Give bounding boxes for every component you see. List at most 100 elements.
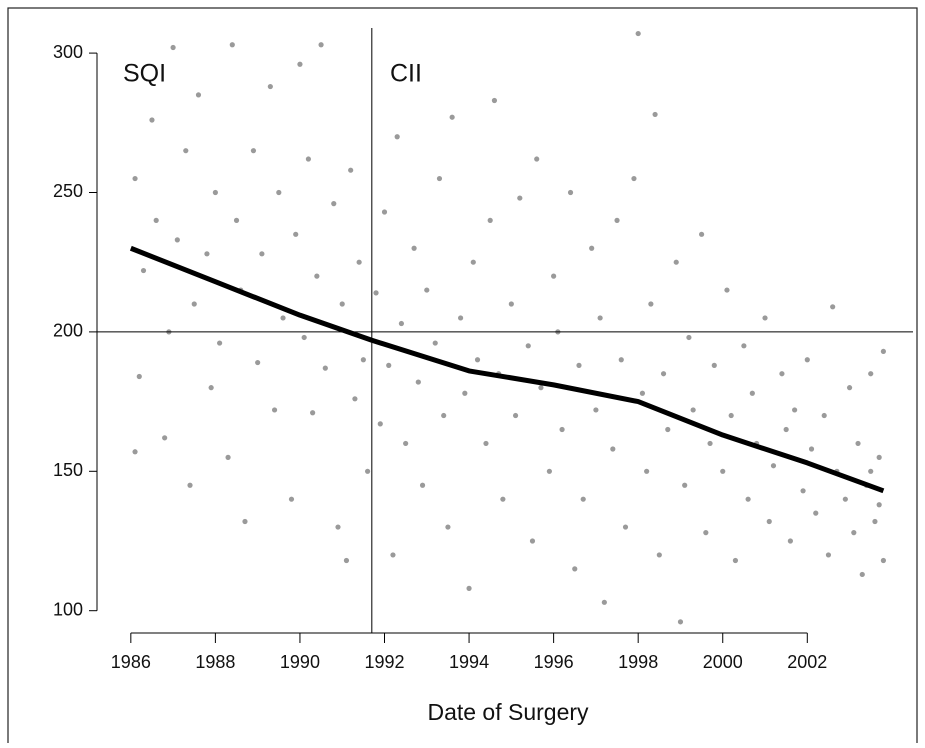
data-point (432, 340, 438, 346)
data-point (470, 259, 476, 265)
x-tick-label: 1996 (534, 652, 574, 672)
data-point (187, 482, 193, 488)
data-point (170, 44, 176, 51)
data-point (500, 496, 506, 502)
data-point (880, 557, 887, 564)
data-point (512, 412, 519, 419)
data-point (580, 496, 586, 502)
data-point (648, 301, 654, 307)
data-point (377, 421, 383, 427)
annotation: SQI (123, 60, 166, 88)
data-point (572, 566, 578, 572)
data-point (441, 412, 447, 419)
y-tick-label: 200 (53, 321, 83, 341)
data-point (880, 348, 887, 355)
data-point (267, 83, 273, 90)
data-point (800, 488, 806, 494)
data-point (745, 496, 751, 502)
data-point (335, 524, 341, 530)
data-point (233, 217, 240, 223)
data-point (483, 440, 489, 447)
data-point (183, 148, 189, 154)
data-point (360, 357, 366, 363)
data-point (487, 217, 493, 223)
data-point (250, 148, 257, 154)
data-point (288, 496, 295, 502)
y-tick-label: 300 (53, 42, 83, 62)
data-point (622, 524, 629, 530)
data-point (525, 343, 531, 349)
data-point (614, 217, 620, 223)
data-point (136, 373, 142, 380)
data-point (787, 538, 793, 544)
data-point (665, 426, 671, 433)
data-point (644, 468, 650, 474)
x-tick-label: 2000 (703, 652, 743, 672)
data-point (766, 518, 772, 525)
data-point (610, 446, 616, 452)
data-point (217, 340, 223, 346)
data-point (660, 371, 667, 377)
y-tick-label: 250 (53, 181, 83, 201)
frame (7, 7, 918, 748)
data-point (208, 385, 214, 391)
data-point (394, 134, 400, 140)
data-point (162, 435, 168, 441)
data-point (373, 290, 379, 296)
data-point (149, 117, 155, 123)
data-point (305, 156, 311, 162)
data-point (458, 315, 464, 321)
data-point (297, 61, 303, 67)
data-point (830, 304, 836, 310)
x-tick-label: 1990 (280, 652, 320, 672)
data-point (876, 454, 882, 460)
data-point (851, 530, 857, 536)
data-point (386, 362, 392, 368)
data-point (690, 407, 696, 413)
data-point (589, 245, 595, 251)
data-point (868, 371, 874, 377)
data-point (419, 482, 426, 488)
data-point (682, 482, 688, 488)
y-tick-label: 100 (53, 599, 83, 619)
data-point (195, 92, 202, 98)
data-point (855, 440, 861, 447)
data-point (293, 231, 299, 237)
data-point (445, 524, 451, 530)
data-point (301, 334, 307, 341)
data-point (242, 518, 248, 525)
data-point (732, 557, 739, 564)
data-point (724, 287, 730, 293)
data-point (352, 396, 358, 402)
data-point (534, 156, 540, 162)
data-point (225, 454, 231, 460)
data-point (792, 407, 798, 413)
data-point (825, 552, 832, 558)
x-tick-label: 1988 (195, 652, 235, 672)
x-tick-label: 1986 (111, 652, 151, 672)
data-point (567, 189, 574, 196)
data-point (153, 217, 159, 223)
data-point (491, 97, 498, 104)
data-point (741, 343, 747, 349)
data-point (804, 357, 810, 363)
data-point (720, 468, 726, 474)
data-point (656, 552, 662, 558)
data-point (576, 362, 582, 368)
data-point (859, 571, 865, 578)
data-point (132, 449, 138, 455)
smooth-line (129, 245, 885, 494)
data-point (449, 114, 455, 120)
data-point (783, 426, 789, 433)
data-point (707, 440, 713, 447)
data-point (631, 175, 637, 182)
data-point (348, 167, 354, 173)
data-point (255, 359, 261, 366)
data-point (652, 111, 658, 118)
data-point (529, 538, 536, 544)
x-tick-label: 2002 (787, 652, 827, 672)
data-point (597, 315, 603, 321)
data-point (271, 407, 278, 413)
